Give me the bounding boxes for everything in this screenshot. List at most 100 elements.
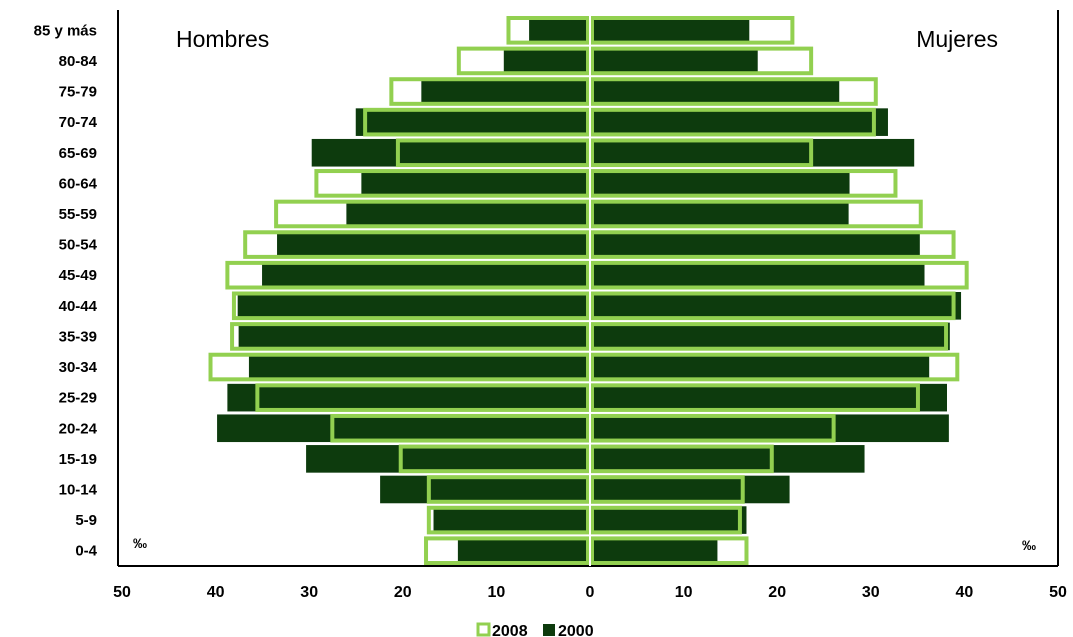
legend-swatch-2008 [476, 622, 491, 637]
side-label-right: Mujeres [916, 26, 998, 52]
bar-2008-mujeres-60-64 [590, 169, 898, 198]
bar-2008-hombres-70-74 [363, 107, 590, 137]
bar-2000-mujeres-75-79 [590, 77, 840, 106]
bar-2000-hombres-30-34 [248, 353, 590, 381]
bar-2000-mujeres-45-49 [590, 261, 925, 289]
bar-2008-hombres-5-9 [426, 505, 590, 535]
bar-2000-mujeres-15-19 [590, 445, 865, 473]
bar-2008-mujeres-55-59 [590, 199, 923, 229]
bar-2008-mujeres-65-69 [590, 138, 814, 168]
category-label-5-9: 5-9 [75, 512, 97, 529]
bar-2008-hombres-80-84 [456, 46, 590, 76]
series-2000-bars [217, 16, 962, 565]
bar-2008-mujeres-80-84 [590, 46, 814, 76]
bar-2008-hombres-30-34 [208, 352, 590, 382]
bar-2000-hombres-60-64 [361, 169, 590, 198]
x-tick-1: 40 [207, 584, 225, 601]
bar-2000-mujeres-55-59 [590, 200, 849, 228]
bar-2000-mujeres-20-24 [590, 414, 949, 443]
bar-2008-hombres-0-4 [424, 536, 590, 566]
axes [117, 10, 1059, 567]
bar-2000-mujeres-5-9 [590, 506, 747, 534]
category-label-75-79: 75-79 [59, 84, 97, 101]
bar-2008-hombres-45-49 [225, 260, 590, 290]
category-label-10-14: 10-14 [59, 481, 98, 498]
bar-2008-hombres-75-79 [389, 77, 590, 106]
bar-2008-mujeres-10-14 [590, 475, 745, 504]
bar-2008-hombres-85 y más [506, 16, 590, 45]
category-label-35-39: 35-39 [59, 328, 97, 345]
bar-2000-mujeres-50-54 [590, 230, 920, 259]
bar-2000-mujeres-0-4 [590, 536, 718, 565]
bar-2000-mujeres-65-69 [590, 138, 915, 167]
bar-2008-hombres-25-29 [255, 383, 590, 412]
bar-2008-mujeres-45-49 [590, 260, 969, 290]
unit-label-left: ‰ [133, 535, 147, 551]
bar-2008-mujeres-5-9 [590, 505, 742, 535]
bar-2000-mujeres-60-64 [590, 169, 850, 198]
category-label-0-4: 0-4 [75, 543, 97, 560]
bar-2000-hombres-85 y más [529, 16, 590, 45]
category-label-15-19: 15-19 [59, 451, 97, 468]
bar-2000-hombres-15-19 [306, 445, 590, 473]
category-label-60-64: 60-64 [59, 175, 98, 192]
x-tick-2: 30 [300, 584, 318, 601]
x-tick-8: 30 [862, 584, 880, 601]
category-label-80-84: 80-84 [59, 53, 98, 70]
category-label-45-49: 45-49 [59, 267, 97, 284]
bar-2008-mujeres-85 y más [590, 16, 795, 45]
legend-label-2000: 2000 [558, 623, 594, 637]
legend-swatch-2000 [543, 624, 555, 636]
category-label-70-74: 70-74 [59, 114, 98, 131]
bar-2000-mujeres-40-44 [590, 292, 962, 320]
bar-2008-hombres-55-59 [274, 199, 590, 229]
category-label-55-59: 55-59 [59, 206, 97, 223]
x-tick-10: 50 [1049, 584, 1067, 601]
bar-2000-hombres-50-54 [277, 230, 590, 259]
x-tick-7: 20 [768, 584, 786, 601]
bar-2008-hombres-35-39 [230, 322, 590, 351]
bar-2000-hombres-20-24 [217, 414, 590, 443]
bar-2008-hombres-20-24 [330, 413, 591, 443]
x-tick-3: 20 [394, 584, 412, 601]
bar-2008-hombres-40-44 [231, 291, 590, 321]
legend-label-2008: 2008 [492, 623, 528, 637]
category-label-65-69: 65-69 [59, 145, 97, 162]
category-label-30-34: 30-34 [59, 359, 98, 376]
bar-2008-mujeres-25-29 [590, 383, 920, 412]
category-labels: 0-4 5-9 10-14 15-19 20-24 25-29 30-34 35-39 40-4… [34, 22, 98, 559]
bar-2008-mujeres-35-39 [590, 322, 949, 351]
bar-2000-hombres-0-4 [457, 536, 590, 565]
series-2008-bars [208, 16, 969, 566]
x-tick-4: 10 [488, 584, 506, 601]
bar-2000-mujeres-80-84 [590, 47, 758, 75]
bar-2000-hombres-25-29 [227, 383, 591, 412]
bar-2008-mujeres-50-54 [590, 230, 956, 259]
bar-2008-hombres-50-54 [243, 230, 591, 259]
bar-2008-mujeres-15-19 [590, 444, 774, 474]
bar-2000-hombres-35-39 [238, 322, 590, 351]
x-tick-6: 10 [675, 584, 693, 601]
bar-2000-mujeres-10-14 [590, 475, 790, 504]
x-tick-9: 40 [956, 584, 974, 601]
x-tick-labels: 50 40 30 20 10 0 10 20 30 40 50 [113, 584, 1067, 601]
bar-2000-mujeres-35-39 [590, 322, 950, 351]
bar-2000-mujeres-25-29 [590, 383, 947, 412]
bar-2008-mujeres-0-4 [590, 536, 749, 566]
bar-2008-mujeres-40-44 [590, 291, 956, 321]
bar-2008-mujeres-70-74 [590, 107, 876, 137]
bar-2000-hombres-70-74 [355, 108, 590, 136]
category-label-85 y más: 85 y más [34, 22, 97, 39]
bar-2000-hombres-45-49 [262, 261, 590, 289]
bar-2000-mujeres-85 y más [590, 16, 750, 45]
bar-2000-mujeres-70-74 [590, 108, 888, 136]
bar-2000-hombres-55-59 [346, 200, 590, 228]
bar-2000-hombres-40-44 [237, 292, 591, 320]
category-label-25-29: 25-29 [59, 390, 97, 407]
category-label-20-24: 20-24 [59, 420, 98, 437]
bar-2000-hombres-5-9 [433, 506, 590, 534]
bar-2000-mujeres-30-34 [590, 353, 930, 381]
bar-2008-mujeres-30-34 [590, 352, 960, 382]
bar-2008-hombres-10-14 [426, 475, 590, 504]
